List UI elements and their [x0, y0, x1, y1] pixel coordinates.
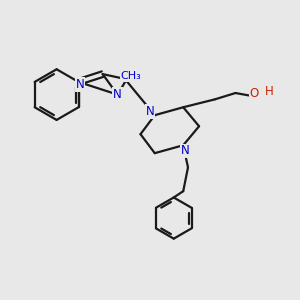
Text: H: H — [265, 85, 274, 98]
Text: N: N — [113, 88, 122, 101]
Text: O: O — [250, 87, 259, 100]
Text: N: N — [181, 144, 189, 158]
Text: N: N — [146, 105, 154, 118]
Text: CH₃: CH₃ — [120, 71, 141, 81]
Text: N: N — [76, 78, 85, 91]
